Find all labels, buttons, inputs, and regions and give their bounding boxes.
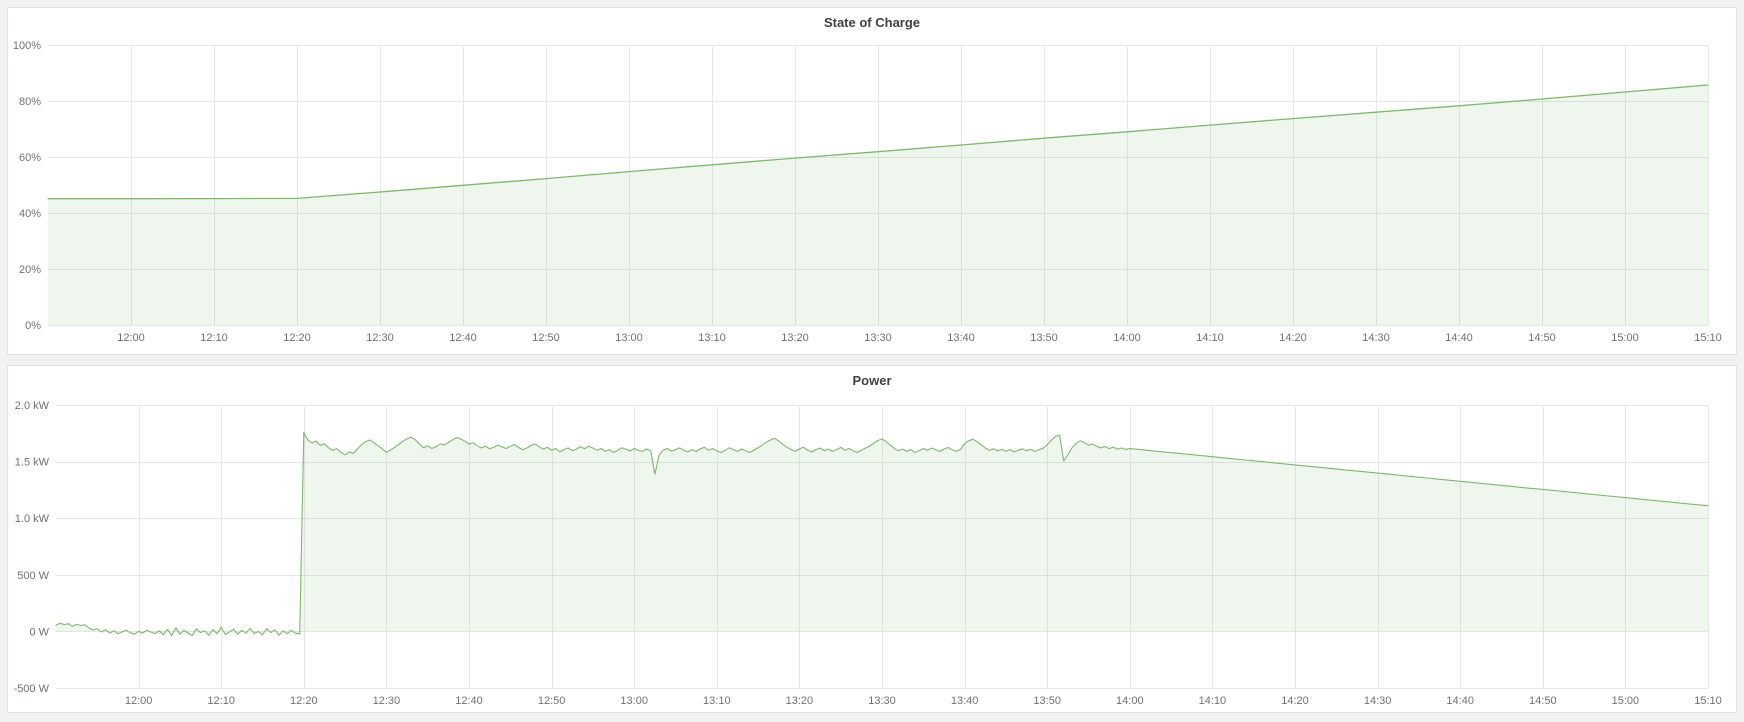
x-tick-label: 12:00	[117, 332, 145, 344]
x-tick-label: 13:00	[620, 695, 648, 707]
y-tick-label: -500 W	[14, 683, 50, 695]
x-tick-label: 14:20	[1281, 695, 1309, 707]
x-tick-label: 13:40	[951, 695, 979, 707]
panel-title-power[interactable]: Power	[852, 373, 892, 388]
panel-title-state-of-charge[interactable]: State of Charge	[823, 15, 921, 30]
series-line	[47, 84, 1709, 200]
x-tick-label: 14:00	[1113, 332, 1141, 344]
x-tick-label: 13:10	[698, 332, 726, 344]
x-tick-label: 14:50	[1529, 695, 1557, 707]
y-tick-label: 1.5 kW	[15, 457, 50, 469]
x-tick-label: 13:30	[868, 695, 896, 707]
x-tick-label: 14:20	[1279, 332, 1307, 344]
x-tick-label: 14:30	[1362, 332, 1390, 344]
y-tick-label: 20%	[19, 264, 41, 276]
state-of-charge-chart[interactable]: 0% 20% 40% 60% 80% 100% 12:00 12:10 12:20 12:30 12…	[8, 36, 1736, 354]
panel-state-of-charge: State of Charge 0% 20% 40% 60% 80% 100% 12:00 1…	[7, 7, 1737, 355]
x-tick-label: 13:20	[781, 332, 809, 344]
panel-power: Power -500 W 0 W 500 W 1.0 kW 1.5 kW 2.0 kW 12…	[7, 365, 1737, 713]
x-tick-label: 12:50	[532, 332, 560, 344]
y-tick-label: 500 W	[17, 570, 49, 582]
series-line	[55, 431, 1709, 637]
x-tick-label: 12:40	[449, 332, 477, 344]
x-tick-label: 15:10	[1694, 695, 1722, 707]
y-tick-label: 60%	[19, 152, 41, 164]
x-tick-label: 14:00	[1116, 695, 1144, 707]
x-tick-label: 13:40	[947, 332, 975, 344]
x-tick-label: 13:00	[615, 332, 643, 344]
x-tick-label: 12:00	[125, 695, 153, 707]
y-tick-label: 0 W	[29, 626, 49, 638]
x-tick-label: 12:50	[538, 695, 566, 707]
y-tick-label: 40%	[19, 208, 41, 220]
x-tick-label: 12:10	[200, 332, 228, 344]
y-tick-label: 2.0 kW	[15, 400, 50, 412]
power-chart[interactable]: -500 W 0 W 500 W 1.0 kW 1.5 kW 2.0 kW 12:00 12:…	[8, 394, 1736, 712]
series-area	[56, 432, 1708, 636]
x-tick-label: 12:40	[455, 695, 483, 707]
x-tick-label: 15:10	[1694, 332, 1722, 344]
x-tick-label: 14:40	[1446, 695, 1474, 707]
x-tick-label: 12:20	[283, 332, 311, 344]
x-tick-label: 12:30	[366, 332, 394, 344]
x-tick-label: 13:50	[1033, 695, 1061, 707]
y-tick-label: 1.0 kW	[15, 513, 50, 525]
x-tick-label: 12:20	[290, 695, 318, 707]
y-tick-label: 80%	[19, 96, 41, 108]
x-tick-label: 13:20	[786, 695, 814, 707]
y-tick-label: 100%	[13, 40, 41, 52]
x-tick-label: 12:30	[373, 695, 401, 707]
x-tick-label: 13:50	[1030, 332, 1058, 344]
x-tick-label: 15:00	[1612, 695, 1640, 707]
x-tick-label: 14:50	[1528, 332, 1556, 344]
series-area	[48, 85, 1708, 325]
y-tick-label: 0%	[25, 320, 41, 332]
x-tick-label: 14:10	[1196, 332, 1224, 344]
x-tick-label: 14:40	[1445, 332, 1473, 344]
x-tick-label: 13:10	[703, 695, 731, 707]
x-tick-label: 15:00	[1611, 332, 1639, 344]
x-tick-label: 13:30	[864, 332, 892, 344]
x-tick-label: 14:10	[1199, 695, 1227, 707]
x-tick-label: 12:10	[207, 695, 235, 707]
x-tick-label: 14:30	[1364, 695, 1392, 707]
